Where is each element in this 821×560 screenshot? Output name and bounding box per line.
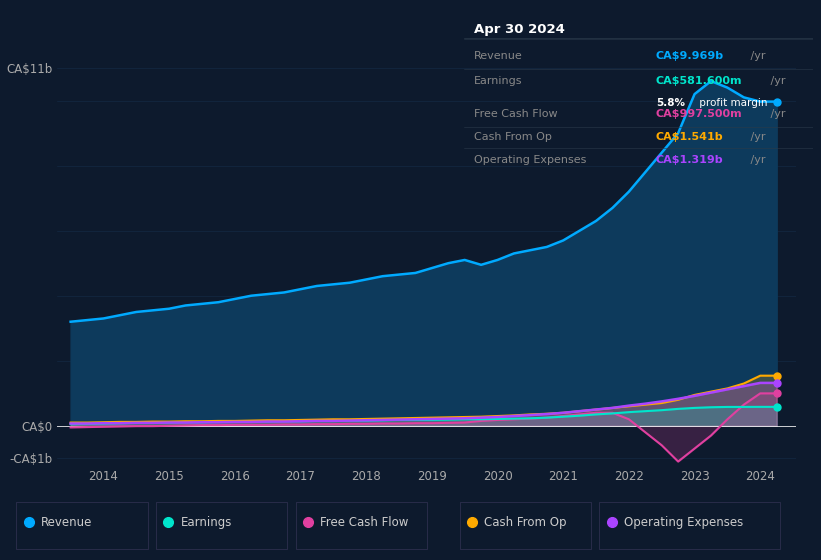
Text: CA$9.969b: CA$9.969b [656, 51, 724, 61]
Text: CA$997.500m: CA$997.500m [656, 109, 742, 119]
FancyBboxPatch shape [599, 502, 780, 549]
FancyBboxPatch shape [296, 502, 427, 549]
FancyBboxPatch shape [16, 502, 148, 549]
Text: Operating Expenses: Operating Expenses [475, 155, 587, 165]
Text: Earnings: Earnings [181, 516, 232, 529]
FancyBboxPatch shape [156, 502, 287, 549]
Text: CA$1.319b: CA$1.319b [656, 155, 723, 165]
Text: Revenue: Revenue [41, 516, 93, 529]
Text: Cash From Op: Cash From Op [475, 132, 553, 142]
Text: Free Cash Flow: Free Cash Flow [475, 109, 558, 119]
Text: /yr: /yr [747, 51, 766, 61]
Text: Earnings: Earnings [475, 76, 523, 86]
Text: /yr: /yr [767, 109, 785, 119]
Text: /yr: /yr [767, 76, 785, 86]
Text: Free Cash Flow: Free Cash Flow [320, 516, 409, 529]
Text: Revenue: Revenue [475, 51, 523, 61]
Text: /yr: /yr [747, 132, 766, 142]
Text: Cash From Op: Cash From Op [484, 516, 566, 529]
Text: /yr: /yr [747, 155, 766, 165]
Text: CA$581.600m: CA$581.600m [656, 76, 742, 86]
FancyBboxPatch shape [460, 502, 591, 549]
Text: profit margin: profit margin [696, 98, 768, 108]
Text: 5.8%: 5.8% [656, 98, 685, 108]
Text: CA$1.541b: CA$1.541b [656, 132, 723, 142]
Text: Operating Expenses: Operating Expenses [624, 516, 743, 529]
Text: Apr 30 2024: Apr 30 2024 [475, 23, 565, 36]
